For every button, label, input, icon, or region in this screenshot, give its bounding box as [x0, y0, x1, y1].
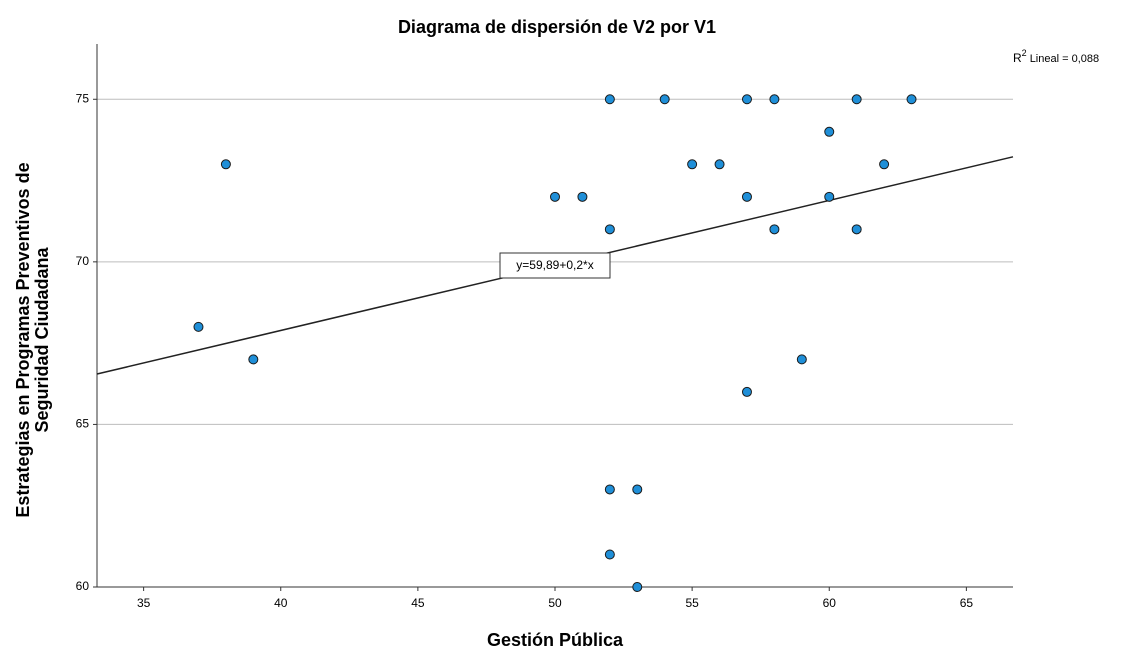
r2-text: Lineal = 0,088 [1030, 53, 1099, 65]
point [193, 321, 204, 332]
y-axis-label: Estrategias en Programas Preventivos de [13, 162, 33, 517]
point [220, 159, 231, 170]
x-tick-label: 55 [685, 596, 699, 610]
point [824, 191, 835, 202]
r2-label: R2 Lineal = 0,088 [1013, 48, 1099, 65]
x-tick-label: 60 [823, 596, 837, 610]
x-tick-label: 45 [411, 596, 425, 610]
y-tick-label: 75 [76, 91, 90, 105]
point [741, 386, 752, 397]
point [879, 159, 890, 170]
point [714, 159, 725, 170]
x-tick-label: 35 [137, 596, 151, 610]
point [604, 484, 615, 495]
point [632, 484, 643, 495]
point [741, 94, 752, 105]
point [769, 94, 780, 105]
point [248, 354, 259, 365]
x-tick-label: 50 [548, 596, 562, 610]
y-axis-label: Seguridad Ciudadana [32, 246, 52, 432]
fit-label-box [499, 252, 611, 279]
x-tick-label: 40 [274, 596, 288, 610]
point [550, 191, 560, 202]
y-tick-label: 70 [76, 254, 90, 268]
point [851, 224, 862, 235]
point [851, 94, 862, 105]
point [604, 94, 615, 105]
fit-label: y=59,89+0,2*x [516, 258, 593, 272]
y-tick-label: 60 [76, 579, 90, 593]
point [659, 94, 670, 105]
r2-base: R [1013, 51, 1022, 65]
point [796, 354, 807, 365]
point [824, 126, 835, 137]
point [906, 94, 917, 105]
x-axis-label: Gestión Pública [487, 630, 624, 650]
x-tick-label: 65 [960, 596, 974, 610]
point [577, 191, 588, 202]
r2-sup: 2 [1022, 48, 1027, 58]
point [769, 224, 780, 235]
y-tick-label: 65 [76, 417, 90, 431]
point [741, 191, 752, 202]
point [687, 159, 698, 170]
chart-title: Diagrama de dispersión de V2 por V1 [398, 17, 716, 37]
point [604, 549, 615, 560]
point [604, 224, 615, 235]
point [632, 582, 643, 592]
